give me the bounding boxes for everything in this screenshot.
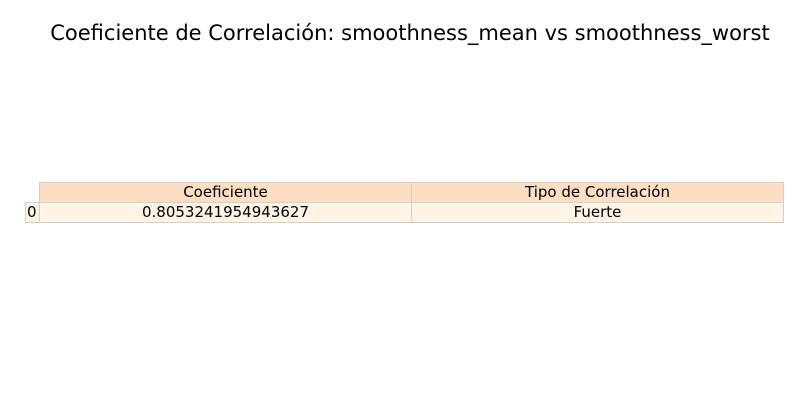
cell-coeficiente-value: 0.8053241954943627	[39, 202, 412, 223]
column-header-coeficiente: Coeficiente	[39, 182, 412, 203]
correlation-table-container: Coeficiente Tipo de Correlación 0 0.8053…	[25, 182, 784, 223]
correlation-table: Coeficiente Tipo de Correlación 0 0.8053…	[25, 182, 784, 223]
column-header-tipo-de-correlacion: Tipo de Correlación	[411, 182, 784, 203]
table-header-row: Coeficiente Tipo de Correlación	[26, 182, 784, 203]
row-index-label: 0	[25, 202, 40, 223]
table-row: 0 0.8053241954943627 Fuerte	[25, 202, 784, 223]
table-corner-cell	[26, 183, 40, 203]
cell-tipo-de-correlacion-value: Fuerte	[411, 202, 784, 223]
chart-title: Coeficiente de Correlación: smoothness_m…	[50, 21, 770, 45]
